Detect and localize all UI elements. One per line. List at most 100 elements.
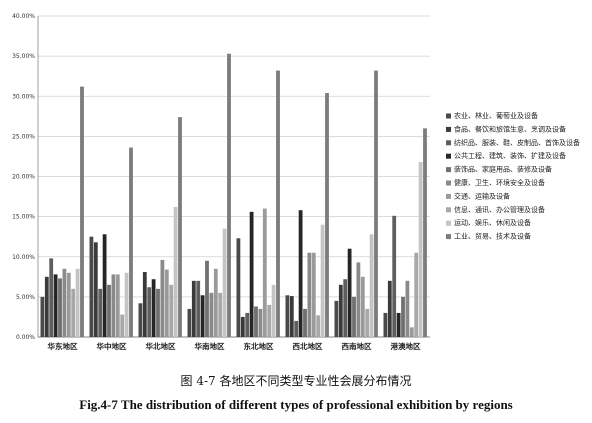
y-tick-label: 25.00% bbox=[12, 133, 35, 140]
chart-canvas: 0.00% 5.00% 10.00% 15.00% 20.00% 25.00% 30.00%… bbox=[12, 13, 580, 351]
legend-label: 纺织品、服装、鞋、皮制品、首饰及设备 bbox=[454, 138, 580, 147]
bar bbox=[285, 295, 290, 337]
bar bbox=[53, 274, 58, 337]
x-category-label: 港澳地区 bbox=[391, 341, 421, 351]
bar bbox=[178, 117, 182, 338]
bar bbox=[298, 210, 303, 337]
x-category-label: 华中地区 bbox=[97, 341, 127, 351]
bar bbox=[418, 162, 423, 337]
figure-caption-chinese: 图 4-7 各地区不同类型专业性会展分布情况 bbox=[180, 374, 412, 388]
y-tick-label: 35.00% bbox=[12, 53, 35, 60]
bar bbox=[58, 278, 62, 337]
legend-swatch bbox=[446, 193, 451, 199]
bar bbox=[138, 303, 143, 337]
bar bbox=[311, 252, 316, 337]
x-category-label: 华东地区 bbox=[48, 341, 78, 351]
bar bbox=[160, 259, 165, 337]
legend-swatch bbox=[446, 234, 451, 240]
bar bbox=[142, 272, 147, 337]
bar bbox=[75, 268, 80, 337]
bar bbox=[365, 308, 370, 337]
bar bbox=[218, 292, 223, 337]
bar bbox=[44, 276, 49, 337]
bar bbox=[289, 296, 294, 337]
bar bbox=[405, 280, 410, 337]
bar bbox=[227, 53, 231, 337]
bar bbox=[209, 292, 214, 337]
bar bbox=[71, 288, 76, 337]
bar bbox=[129, 147, 133, 337]
bar bbox=[320, 224, 325, 337]
bar bbox=[267, 304, 272, 337]
bar bbox=[169, 284, 174, 337]
y-tick-label: 40.00% bbox=[12, 13, 35, 20]
bar bbox=[374, 70, 378, 337]
bar bbox=[240, 316, 245, 337]
bar bbox=[334, 300, 339, 337]
y-tick-label: 0.00% bbox=[16, 334, 35, 341]
legend-label: 信息、通讯、办公管理及设备 bbox=[454, 205, 545, 214]
bar bbox=[338, 284, 343, 337]
x-category-label: 西北地区 bbox=[293, 341, 323, 351]
bar-chart: 0.00% 5.00% 10.00% 15.00% 20.00% 25.00% 30.00%… bbox=[12, 13, 580, 351]
bar bbox=[205, 260, 209, 337]
bar bbox=[325, 93, 329, 337]
bar bbox=[383, 312, 388, 337]
bar bbox=[262, 208, 267, 337]
bar bbox=[396, 312, 401, 337]
bar bbox=[303, 308, 307, 337]
bar bbox=[409, 327, 414, 337]
bar bbox=[147, 287, 152, 337]
y-tick-label: 30.00% bbox=[12, 93, 35, 100]
bar bbox=[111, 274, 116, 337]
legend-label: 健康、卫生、环境安全及设备 bbox=[454, 178, 545, 187]
bar bbox=[98, 288, 103, 337]
bar bbox=[124, 272, 129, 337]
bar bbox=[360, 276, 365, 337]
legend-swatch bbox=[446, 207, 451, 213]
bar bbox=[151, 279, 156, 337]
bar bbox=[40, 296, 45, 338]
bar bbox=[258, 308, 263, 337]
bar bbox=[276, 70, 280, 337]
bar bbox=[271, 284, 276, 337]
bar bbox=[187, 308, 192, 337]
figure-caption-english: Fig.4-7 The distribution of different ty… bbox=[79, 397, 513, 412]
y-tick-label: 20.00% bbox=[12, 174, 35, 181]
y-tick-label: 10.00% bbox=[12, 254, 35, 261]
bar bbox=[200, 295, 205, 337]
bar bbox=[49, 258, 54, 337]
bar bbox=[316, 315, 321, 337]
legend-label: 食品、餐饮和旅馆生意、烹调及设备 bbox=[454, 124, 566, 133]
bar bbox=[222, 228, 227, 337]
bar bbox=[213, 268, 218, 337]
bar bbox=[401, 296, 405, 338]
bar bbox=[196, 280, 201, 337]
legend-swatch bbox=[446, 167, 451, 173]
bar bbox=[173, 207, 178, 337]
legend-label: 农业、林业、葡萄业及设备 bbox=[454, 111, 538, 120]
x-category-label: 华北地区 bbox=[146, 341, 176, 351]
bar bbox=[294, 320, 299, 337]
bar bbox=[387, 280, 392, 337]
bar bbox=[89, 236, 94, 337]
legend-label: 交通、运输及设备 bbox=[454, 191, 510, 200]
legend-swatch bbox=[446, 220, 451, 226]
bar bbox=[254, 306, 258, 337]
legend-swatch bbox=[446, 140, 451, 146]
bar bbox=[245, 312, 250, 337]
x-category-label: 华南地区 bbox=[195, 341, 225, 351]
bar bbox=[93, 242, 98, 337]
bar bbox=[356, 262, 361, 337]
legend-swatch bbox=[446, 153, 451, 159]
bar bbox=[249, 211, 254, 337]
bar bbox=[236, 238, 241, 337]
legend-label: 装饰品、家庭用品、装修及设备 bbox=[454, 165, 552, 174]
legend-swatch bbox=[446, 126, 451, 132]
legend-label: 运动、娱乐、休闲及设备 bbox=[454, 218, 531, 227]
bar bbox=[66, 272, 71, 337]
bar bbox=[343, 279, 348, 337]
legend-swatch bbox=[446, 113, 451, 119]
legend-label: 公共工程、建筑、装饰、扩建及设备 bbox=[454, 151, 566, 160]
bar bbox=[156, 288, 160, 337]
